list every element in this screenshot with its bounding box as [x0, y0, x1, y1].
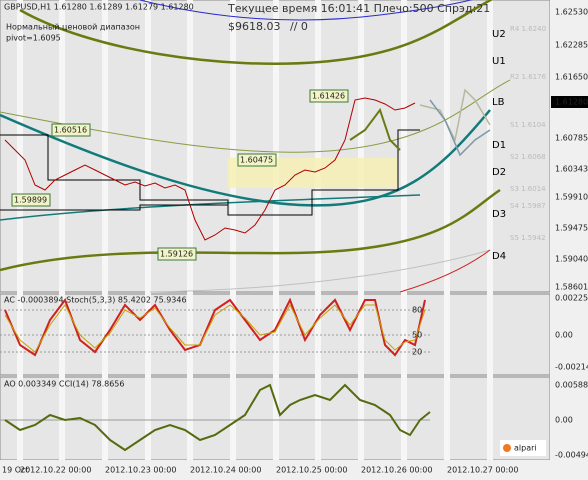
ac-axis: 0.002259 — [555, 294, 588, 303]
time-tick: 2012.10.23 00:00 — [105, 466, 176, 475]
price-tick: 1.59040 — [555, 255, 588, 264]
current-price-bg — [551, 96, 588, 108]
level-label: D3 — [492, 209, 506, 220]
stoch-level: 50 — [412, 331, 422, 340]
pivot-level: R2 1.6176 — [510, 73, 547, 81]
time-tick: 19 Oct — [2, 466, 29, 475]
stochastic-signal — [4, 303, 426, 353]
pivot-level: S5 1.5942 — [510, 234, 546, 242]
level-label: LB — [492, 97, 505, 108]
price-tick: 1.60785 — [555, 134, 588, 143]
pivot-level: R4 1.6240 — [510, 25, 546, 33]
balance: $9618.03 — [228, 20, 281, 33]
ao-title: AO 0.003349 CCI(14) 78.8656 — [4, 380, 124, 389]
projection-2 — [429, 99, 491, 157]
time-tick: 2012.10.27 00:00 — [447, 466, 518, 475]
ac-title: AC -0.0003894 Stoch(5,3,3) 85.4202 75.93… — [4, 296, 187, 305]
level-label: D4 — [492, 251, 506, 262]
price-tick: 1.58601 — [555, 283, 588, 292]
logo-icon — [503, 444, 511, 452]
ao-axis: -0.00494 — [555, 451, 588, 460]
time-tick: 2012.10.26 00:00 — [361, 466, 432, 475]
pivot-level: S3 1.6014 — [510, 185, 546, 193]
price-box-label: 1.60516 — [54, 126, 87, 135]
price-box-label: 1.60475 — [240, 156, 273, 165]
stoch-level: 80 — [412, 306, 422, 315]
pivot-level: S4 1.5987 — [510, 202, 546, 210]
ac-axis: 0.00 — [555, 331, 573, 340]
price-box — [11, 193, 51, 207]
forecast-line — [349, 107, 401, 151]
price-box — [309, 89, 349, 103]
pivot-label: pivot=1.6095 — [6, 34, 61, 43]
price-box-label: 1.61426 — [312, 92, 345, 101]
price-line — [4, 97, 416, 241]
pivot-steps — [0, 129, 420, 216]
price-box — [51, 123, 91, 137]
price-tick: 1.62530 — [555, 8, 588, 17]
logo-box — [500, 440, 546, 456]
price-tick: 1.61280 — [555, 98, 588, 107]
ao-axis: 0.00 — [555, 416, 573, 425]
price-axis — [550, 0, 588, 480]
logo: alpari — [514, 444, 537, 453]
price-box-label: 1.59126 — [160, 250, 193, 259]
price-box — [237, 153, 277, 167]
cci — [4, 383, 431, 452]
level-label: D1 — [492, 140, 506, 151]
level-label: U2 — [492, 29, 506, 40]
time-axis — [0, 460, 550, 480]
session-stripes — [17, 0, 493, 460]
orders: // 0 — [290, 20, 308, 33]
bands — [0, 0, 511, 293]
price-tick: 1.60343 — [555, 165, 588, 174]
price-tick: 1.59475 — [555, 224, 588, 233]
price-tick: 1.61650 — [555, 73, 588, 82]
indicator-name: Нормальный ценовой диапазон — [6, 23, 140, 32]
symbol-info: GBPUSD,H1 1.61280 1.61289 1.61279 1.6128… — [4, 3, 194, 12]
level-label: D2 — [492, 167, 506, 178]
price-box — [157, 247, 197, 261]
stochastic — [4, 297, 426, 357]
time-tick: 2012.10.22 00:00 — [20, 466, 91, 475]
pivot-level: S2 1.6068 — [510, 153, 546, 161]
level-label: U1 — [492, 56, 506, 67]
time-tick: 2012.10.25 00:00 — [276, 466, 347, 475]
price-tick: 1.59910 — [555, 193, 588, 202]
ac-axis: -0.00214 — [555, 363, 588, 372]
time-tick: 2012.10.24 00:00 — [190, 466, 261, 475]
price-box-label: 1.59899 — [14, 196, 47, 205]
stoch-level: 20 — [412, 348, 422, 357]
pivot-level: S1 1.6104 — [510, 121, 546, 129]
price-tick: 1.62285 — [555, 41, 588, 50]
ao-axis: 0.005889 — [555, 381, 588, 390]
status: Текущее время 16:01:41 Плечо:500 Спрэд:2… — [227, 2, 490, 15]
